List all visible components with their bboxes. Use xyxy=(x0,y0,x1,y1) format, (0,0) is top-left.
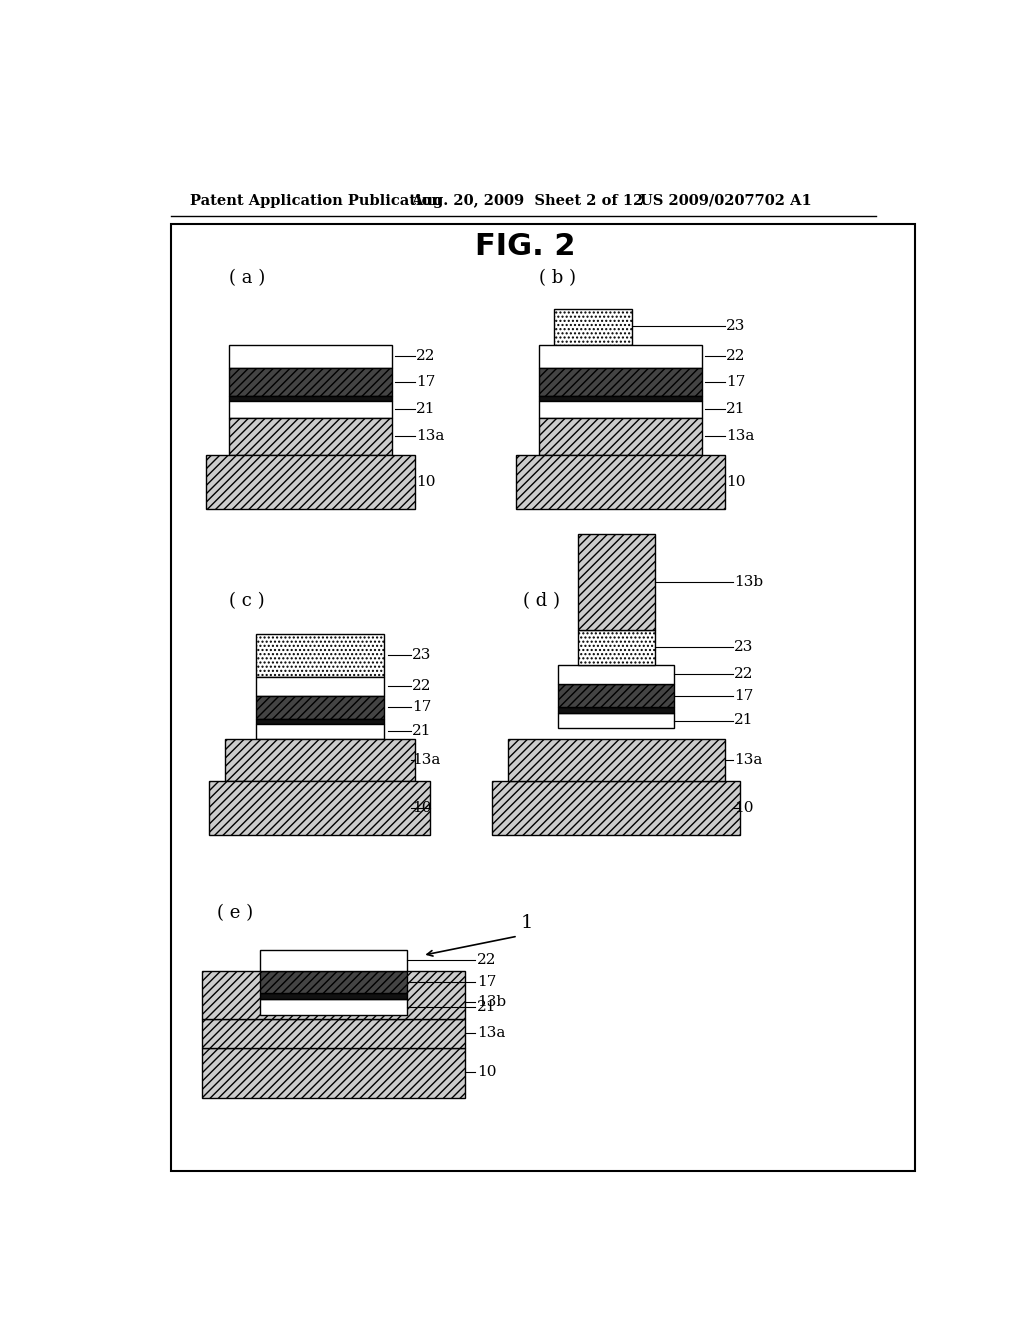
Text: 17: 17 xyxy=(734,689,754,702)
Bar xyxy=(228,368,391,396)
Text: 13b: 13b xyxy=(734,576,763,589)
Text: 21: 21 xyxy=(417,403,436,416)
Text: 22: 22 xyxy=(413,678,432,693)
Bar xyxy=(225,739,415,781)
Bar xyxy=(228,345,391,368)
Text: 13a: 13a xyxy=(734,752,763,767)
Text: 17: 17 xyxy=(417,375,435,388)
Text: 23: 23 xyxy=(413,648,432,663)
Text: 13a: 13a xyxy=(726,429,755,444)
Text: 21: 21 xyxy=(726,403,745,416)
Bar xyxy=(539,401,701,418)
Text: 17: 17 xyxy=(477,974,496,989)
Text: 21: 21 xyxy=(413,725,432,738)
Text: 22: 22 xyxy=(726,350,745,363)
Bar xyxy=(260,970,407,993)
Text: 13a: 13a xyxy=(413,752,440,767)
Bar xyxy=(256,635,384,677)
Bar xyxy=(202,1048,465,1098)
Bar xyxy=(508,739,725,781)
Text: 22: 22 xyxy=(417,350,436,363)
Bar xyxy=(578,535,655,631)
Bar xyxy=(558,665,675,684)
Text: ( b ): ( b ) xyxy=(539,269,575,286)
Bar xyxy=(256,723,384,739)
Text: ( c ): ( c ) xyxy=(228,593,264,610)
Text: 22: 22 xyxy=(734,668,754,681)
Text: 10: 10 xyxy=(417,475,436,488)
Text: 1: 1 xyxy=(520,915,532,932)
Bar xyxy=(202,1019,465,1048)
Text: 23: 23 xyxy=(734,640,754,655)
Bar xyxy=(554,309,632,345)
Bar xyxy=(539,345,701,368)
Text: 13a: 13a xyxy=(477,1026,505,1040)
Bar xyxy=(539,368,701,396)
Text: 13a: 13a xyxy=(417,429,444,444)
Bar xyxy=(558,708,675,713)
Text: 23: 23 xyxy=(726,319,745,333)
Text: ( e ): ( e ) xyxy=(217,904,253,921)
Bar xyxy=(558,684,675,708)
Text: 13b: 13b xyxy=(477,995,506,1010)
Text: 21: 21 xyxy=(734,714,754,727)
Text: US 2009/0207702 A1: US 2009/0207702 A1 xyxy=(640,194,811,207)
Bar xyxy=(493,781,740,836)
Bar xyxy=(228,396,391,401)
Text: 10: 10 xyxy=(477,1065,497,1080)
Bar xyxy=(515,455,725,508)
Bar xyxy=(206,455,415,508)
Text: 17: 17 xyxy=(726,375,745,388)
Bar xyxy=(256,696,384,719)
Bar xyxy=(202,970,465,1019)
Text: 17: 17 xyxy=(413,701,432,714)
Text: 22: 22 xyxy=(477,953,497,968)
Bar xyxy=(256,719,384,723)
Bar xyxy=(260,999,407,1015)
Bar xyxy=(558,713,675,729)
Bar xyxy=(228,418,391,455)
Text: FIG. 2: FIG. 2 xyxy=(474,232,575,261)
Bar xyxy=(228,401,391,418)
Bar xyxy=(260,993,407,999)
Bar xyxy=(539,418,701,455)
Text: 10: 10 xyxy=(726,475,745,488)
Text: 10: 10 xyxy=(734,801,754,816)
Bar xyxy=(539,396,701,401)
Text: Aug. 20, 2009  Sheet 2 of 12: Aug. 20, 2009 Sheet 2 of 12 xyxy=(411,194,643,207)
Bar xyxy=(578,631,655,665)
Text: ( a ): ( a ) xyxy=(228,269,265,286)
Bar xyxy=(260,950,407,970)
Bar xyxy=(209,781,430,836)
Text: ( d ): ( d ) xyxy=(523,593,560,610)
Bar xyxy=(256,677,384,696)
Text: 21: 21 xyxy=(477,1001,497,1014)
Text: Patent Application Publication: Patent Application Publication xyxy=(190,194,442,207)
Text: 10: 10 xyxy=(413,801,432,816)
